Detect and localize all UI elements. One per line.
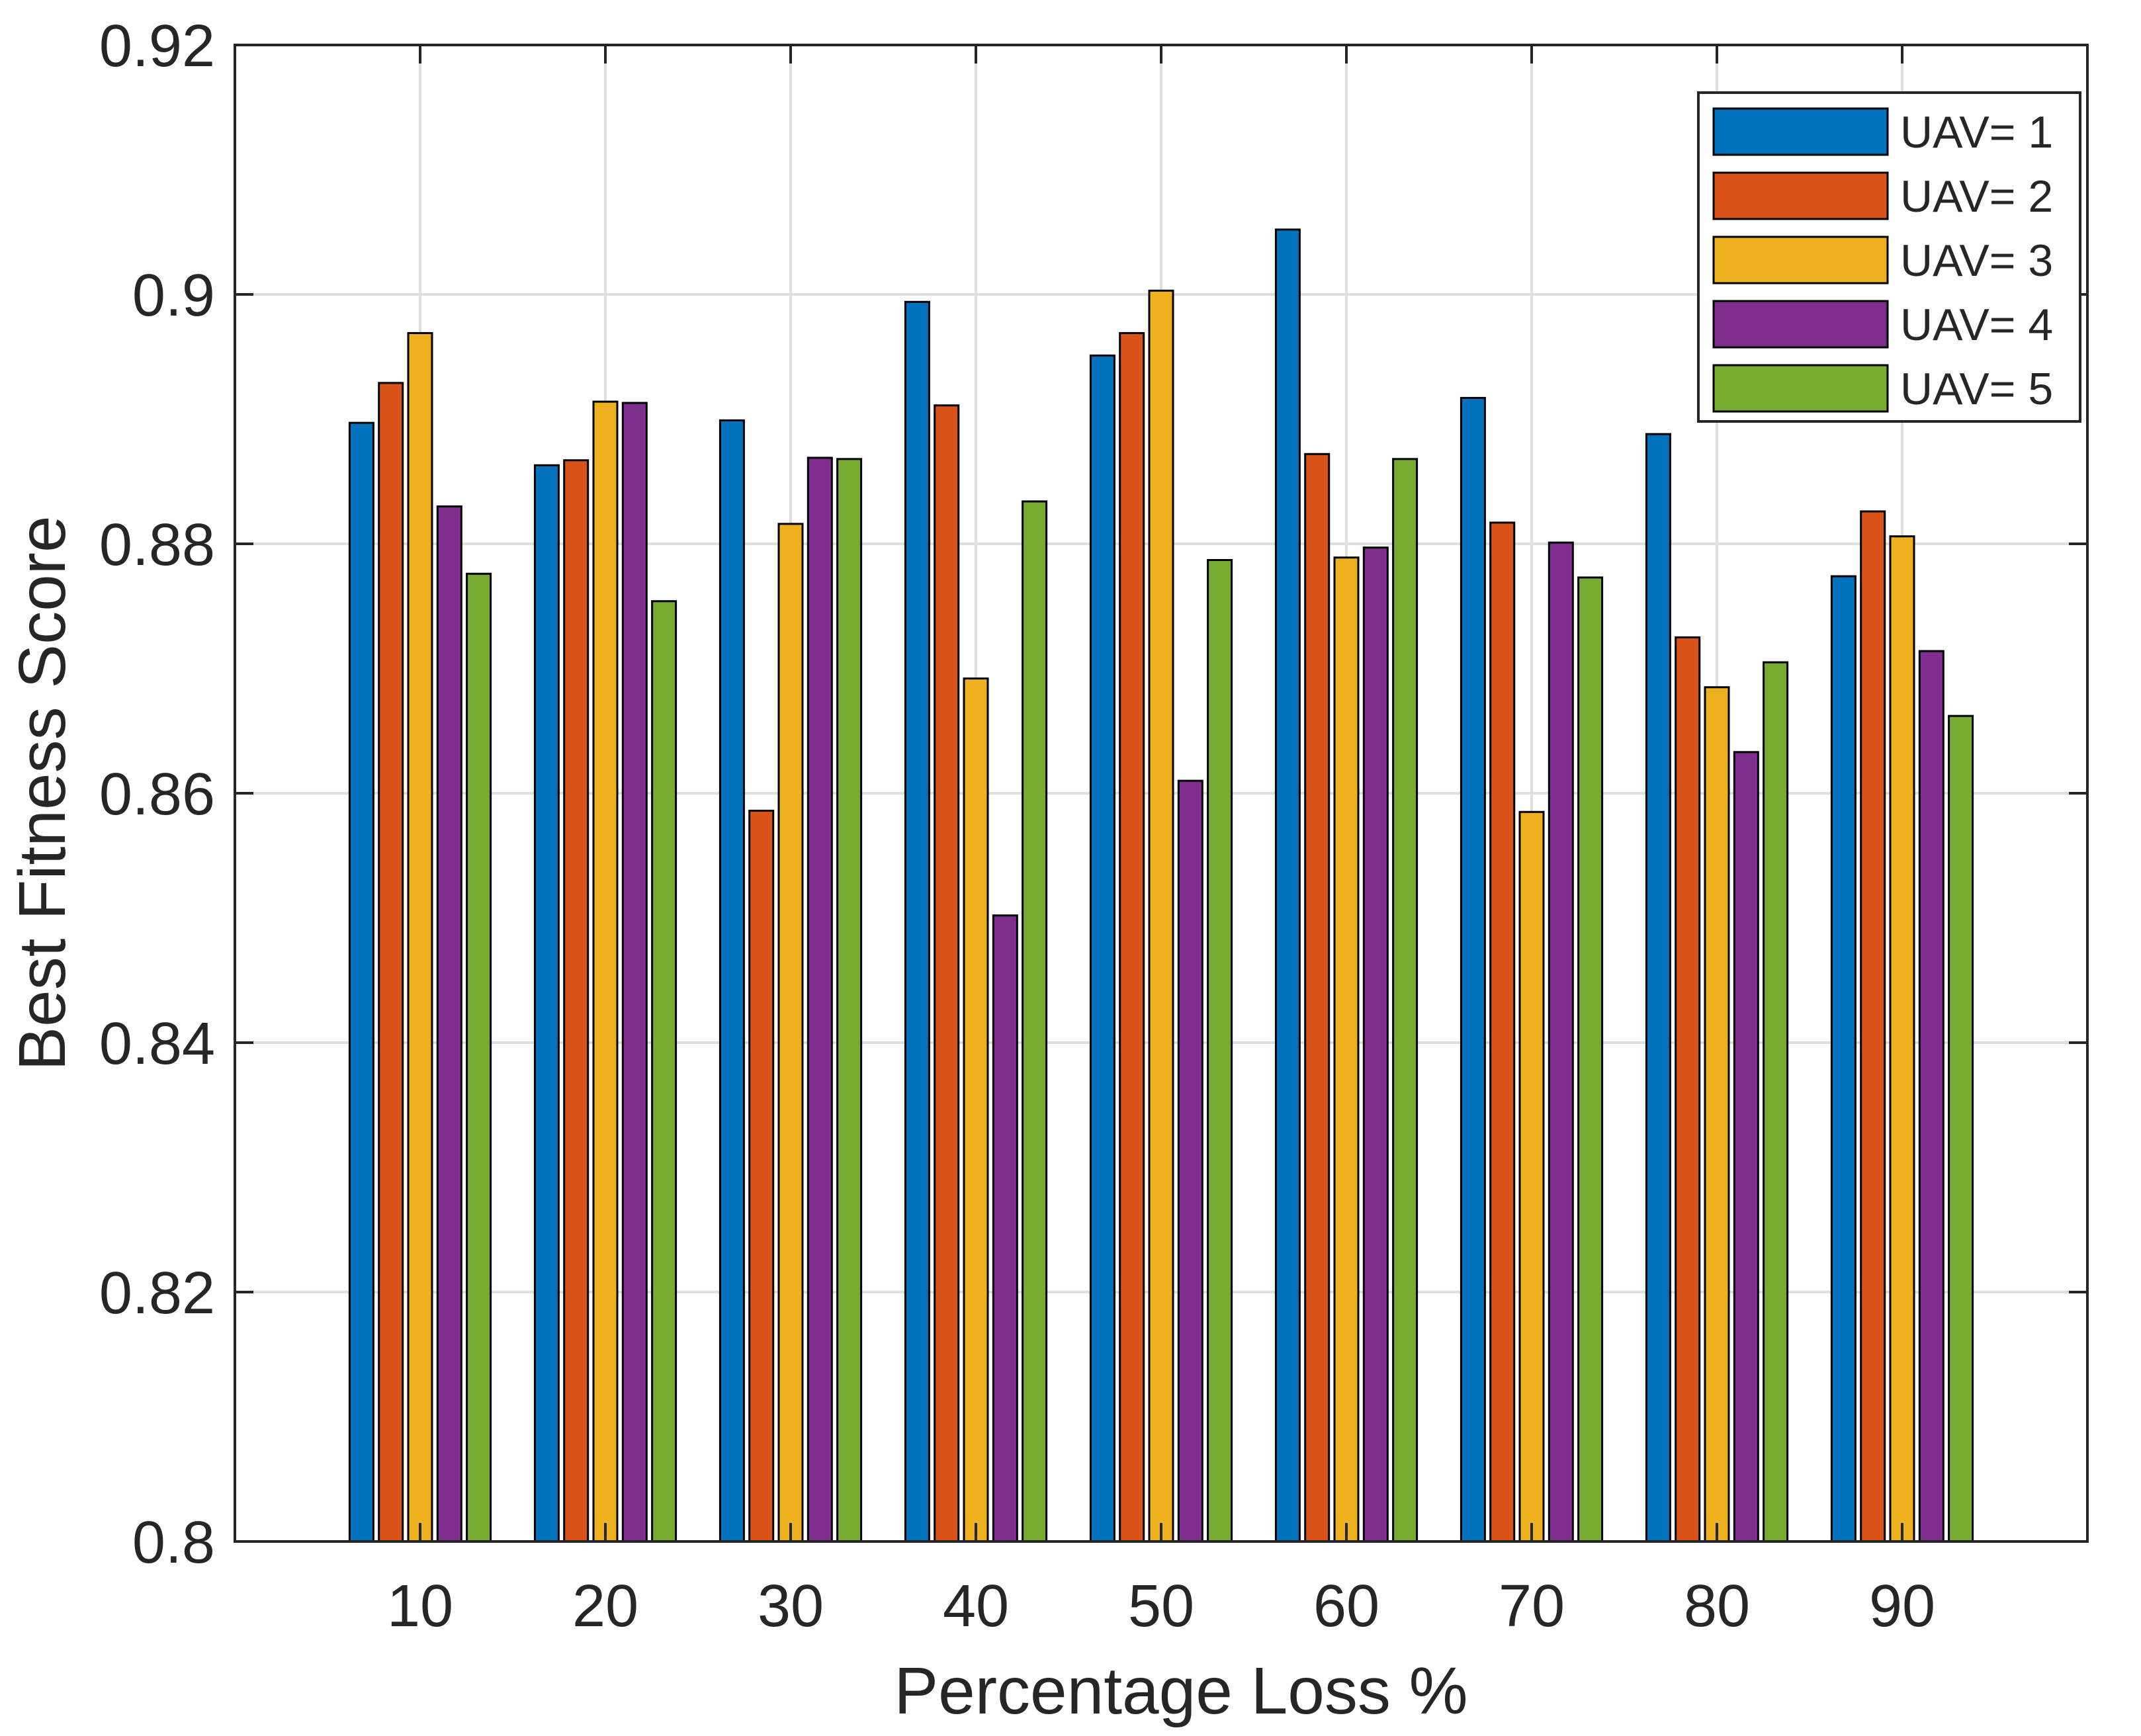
legend-label: UAV= 1 [1900,107,2053,157]
bar-uav1-loss-70 [1460,396,1486,1543]
bar-uav4-loss-10 [436,505,462,1543]
y-axis-title: Best Fitness Score [5,515,79,1070]
bar-uav2-loss-50 [1119,331,1145,1543]
bar-uav1-loss-80 [1645,433,1671,1543]
legend-label: UAV= 2 [1900,171,2053,222]
y-tick-label: 0.86 [99,761,215,828]
legend-label: UAV= 3 [1900,236,2053,286]
bar-uav4-loss-20 [621,402,648,1543]
y-tick-label: 0.92 [99,13,215,79]
x-tick-label: 40 [943,1573,1009,1639]
legend-swatch [1712,236,1889,284]
bar-uav5-loss-50 [1207,559,1233,1543]
bar-uav1-loss-20 [533,464,560,1543]
bar-uav2-loss-20 [563,459,590,1543]
bar-uav1-loss-90 [1830,575,1857,1543]
bar-uav3-loss-70 [1518,810,1545,1543]
x-tick-labels: 10 20 30 40 50 60 70 80 90 [387,1573,1935,1639]
bar-uav3-loss-40 [963,677,989,1543]
bar-uav3-loss-50 [1148,289,1174,1543]
bar-uav5-loss-90 [1948,715,1974,1543]
bar-uav3-loss-60 [1333,556,1360,1543]
bar-uav5-loss-10 [466,572,492,1543]
x-tick-label: 70 [1499,1573,1565,1639]
x-tick-label: 20 [572,1573,638,1639]
bar-uav2-loss-80 [1675,636,1701,1543]
legend-label: UAV= 5 [1900,364,2053,414]
bar-uav4-loss-40 [992,914,1018,1543]
bar-uav4-loss-90 [1918,650,1944,1543]
bars [348,228,1974,1543]
bar-uav4-loss-30 [807,456,833,1543]
x-tick-label: 50 [1128,1573,1194,1639]
bar-uav1-loss-50 [1089,354,1115,1543]
bar-uav5-loss-40 [1022,500,1048,1543]
bar-uav2-loss-90 [1860,510,1886,1543]
bar-uav4-loss-50 [1177,779,1203,1543]
bar-uav3-loss-10 [407,331,433,1543]
bar-uav1-loss-30 [719,419,745,1543]
bar-uav5-loss-30 [836,458,863,1543]
x-tick-label: 90 [1869,1573,1935,1639]
legend-swatch [1712,364,1889,413]
y-tick-labels: 0.8 0.82 0.84 0.86 0.88 0.9 0.92 [99,13,215,1576]
y-tick-label: 0.82 [99,1260,215,1326]
x-axis-title: Percentage Loss % [894,1654,1467,1728]
bar-uav5-loss-80 [1763,661,1789,1543]
bar-uav3-loss-80 [1704,686,1730,1543]
y-tick-label: 0.88 [99,512,215,578]
legend-label: UAV= 4 [1900,300,2053,350]
legend: UAV= 1 UAV= 2 UAV= 3 UAV= 4 UAV= 5 [1697,91,2081,423]
x-tick-label: 10 [387,1573,453,1639]
bar-uav4-loss-70 [1548,541,1574,1543]
y-tick-label: 0.9 [132,263,215,329]
y-tick-label: 0.8 [132,1510,215,1576]
bar-uav3-loss-20 [592,400,619,1543]
bar-uav4-loss-80 [1733,751,1759,1543]
bar-uav5-loss-60 [1392,458,1419,1543]
bar-uav2-loss-10 [378,382,404,1543]
bar-uav5-loss-70 [1577,576,1604,1543]
bar-uav2-loss-70 [1489,521,1516,1543]
bar-uav1-loss-10 [348,421,374,1543]
x-tick-label: 80 [1684,1573,1750,1639]
x-tick-label: 30 [758,1573,824,1639]
legend-swatch [1712,171,1889,220]
bar-uav3-loss-30 [777,523,804,1543]
bar-uav4-loss-60 [1362,546,1389,1543]
bar-uav2-loss-30 [748,809,775,1543]
x-tick-label: 60 [1313,1573,1379,1639]
axis-ticks [235,44,2087,1543]
bar-uav3-loss-90 [1889,535,1915,1543]
legend-swatch [1712,107,1889,156]
y-tick-label: 0.84 [99,1011,215,1077]
legend-swatch [1712,300,1889,349]
bar-uav5-loss-20 [651,600,677,1543]
bar-uav2-loss-40 [934,404,960,1543]
bar-uav1-loss-40 [904,300,930,1543]
bar-uav1-loss-60 [1274,228,1301,1543]
bar-uav2-loss-60 [1304,453,1331,1543]
